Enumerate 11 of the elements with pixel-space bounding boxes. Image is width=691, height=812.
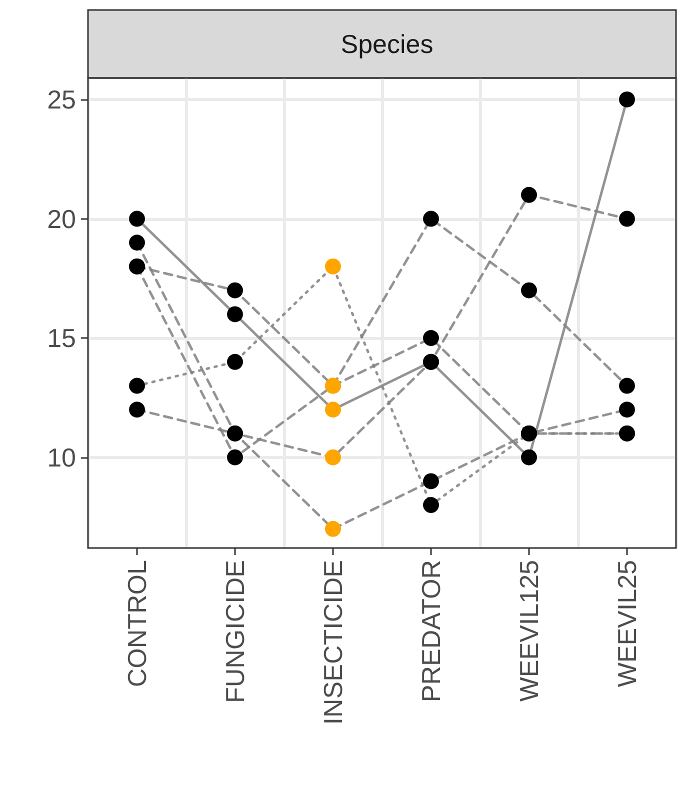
x-tick-label: PREDATOR	[416, 560, 446, 702]
y-tick-label: 20	[47, 204, 76, 234]
x-tick-label: FUNGICIDE	[220, 560, 250, 703]
x-tick-label: WEEVIL25	[612, 560, 642, 688]
y-tick-label: 15	[47, 323, 76, 354]
chart-title: Species	[340, 29, 434, 59]
x-tick-label: INSECTICIDE	[318, 560, 348, 725]
x-tick-label: CONTROL	[122, 560, 152, 688]
y-tick-label: 25	[47, 84, 76, 114]
x-tick-label: WEEVIL125	[514, 560, 544, 702]
y-tick-label: 10	[47, 442, 76, 472]
